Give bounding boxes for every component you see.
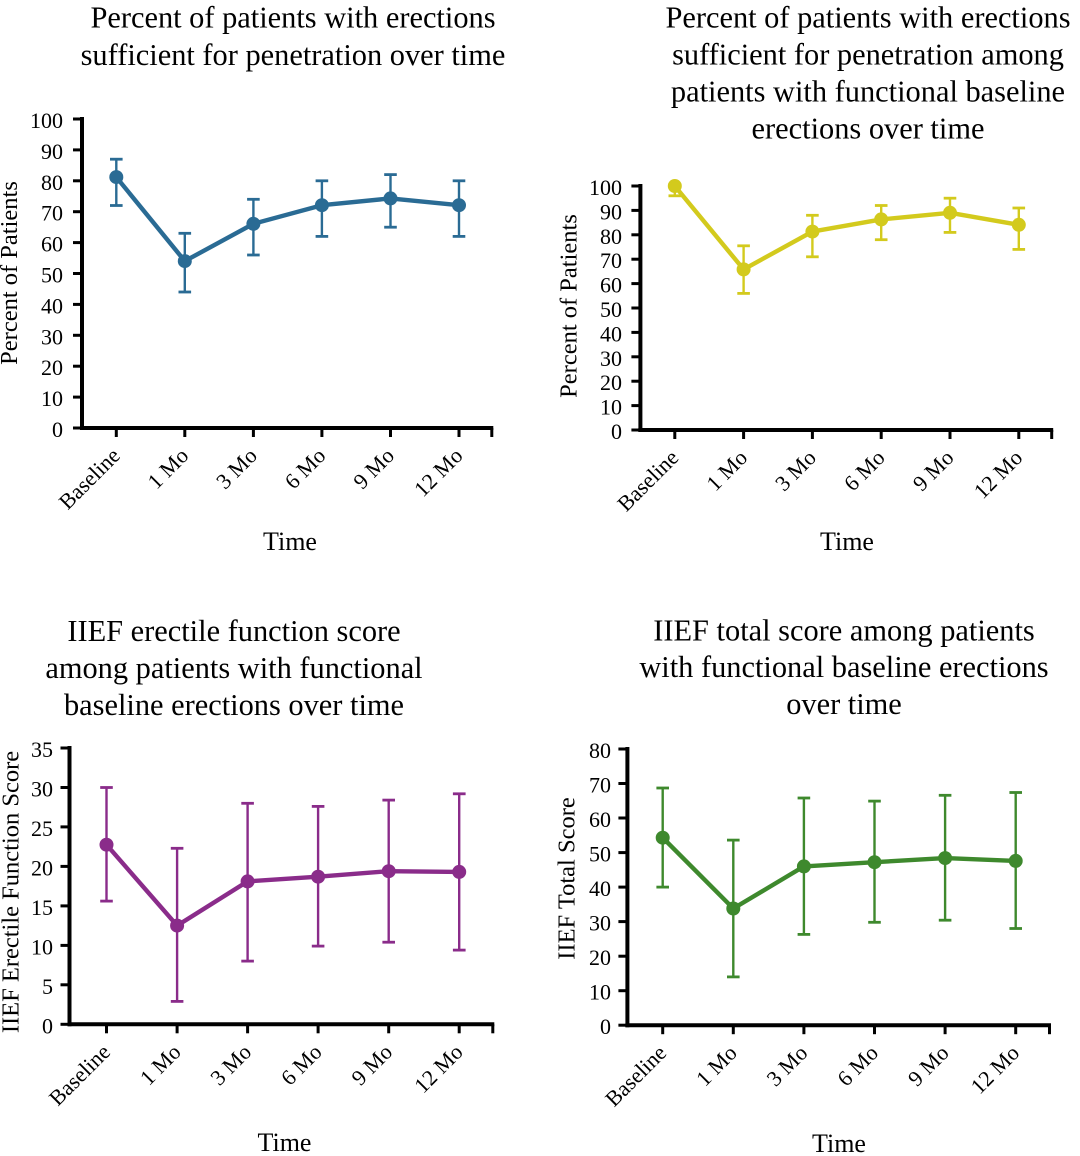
svg-text:30: 30 bbox=[600, 346, 622, 371]
svg-text:Time: Time bbox=[263, 527, 317, 556]
svg-text:erections over time: erections over time bbox=[752, 111, 985, 145]
svg-text:50: 50 bbox=[589, 842, 611, 867]
svg-text:80: 80 bbox=[41, 170, 63, 195]
svg-text:sufficient for penetration ove: sufficient for penetration over time bbox=[81, 38, 506, 72]
svg-text:20: 20 bbox=[600, 370, 622, 395]
svg-text:70: 70 bbox=[41, 201, 63, 226]
svg-text:IIEF Total Score: IIEF Total Score bbox=[554, 797, 581, 960]
svg-text:Percent of Patients: Percent of Patients bbox=[556, 214, 583, 398]
svg-text:100: 100 bbox=[30, 108, 63, 133]
svg-text:10: 10 bbox=[41, 386, 63, 411]
svg-text:0: 0 bbox=[52, 417, 63, 442]
svg-text:patients with functional basel: patients with functional baseline bbox=[671, 74, 1065, 108]
svg-text:Percent of Patients: Percent of Patients bbox=[0, 181, 23, 365]
svg-text:IIEF total score among patient: IIEF total score among patients bbox=[653, 614, 1034, 648]
svg-text:25: 25 bbox=[31, 816, 53, 841]
svg-text:60: 60 bbox=[600, 273, 622, 298]
svg-text:sufficient for penetration amo: sufficient for penetration among bbox=[672, 37, 1064, 71]
svg-text:Percent of patients with erect: Percent of patients with erections bbox=[90, 0, 495, 34]
svg-text:35: 35 bbox=[31, 737, 53, 762]
svg-text:20: 20 bbox=[589, 945, 611, 970]
svg-text:80: 80 bbox=[600, 224, 622, 249]
svg-text:90: 90 bbox=[600, 199, 622, 224]
svg-text:50: 50 bbox=[600, 297, 622, 322]
svg-text:Percent of patients with erect: Percent of patients with erections bbox=[665, 0, 1070, 34]
svg-text:over time: over time bbox=[786, 687, 902, 721]
svg-text:20: 20 bbox=[41, 355, 63, 380]
svg-text:5: 5 bbox=[42, 974, 53, 999]
svg-text:IIEF Erectile Function Score: IIEF Erectile Function Score bbox=[0, 751, 25, 1033]
svg-text:30: 30 bbox=[41, 324, 63, 349]
svg-text:30: 30 bbox=[31, 777, 53, 802]
svg-text:70: 70 bbox=[589, 773, 611, 798]
svg-text:10: 10 bbox=[589, 980, 611, 1005]
svg-text:0: 0 bbox=[600, 1014, 611, 1039]
svg-text:30: 30 bbox=[589, 911, 611, 936]
svg-text:20: 20 bbox=[31, 855, 53, 880]
svg-text:90: 90 bbox=[41, 139, 63, 164]
svg-text:15: 15 bbox=[31, 895, 53, 920]
svg-text:40: 40 bbox=[600, 321, 622, 346]
svg-text:60: 60 bbox=[41, 232, 63, 257]
svg-text:Time: Time bbox=[812, 1129, 866, 1156]
svg-text:60: 60 bbox=[589, 807, 611, 832]
svg-text:50: 50 bbox=[41, 263, 63, 288]
svg-text:0: 0 bbox=[611, 419, 622, 444]
svg-text:IIEF erectile function score: IIEF erectile function score bbox=[67, 614, 400, 648]
svg-text:baseline erections over time: baseline erections over time bbox=[64, 688, 404, 722]
svg-text:10: 10 bbox=[31, 934, 53, 959]
svg-text:0: 0 bbox=[42, 1013, 53, 1038]
svg-text:10: 10 bbox=[600, 395, 622, 420]
svg-text:100: 100 bbox=[589, 175, 622, 200]
svg-text:80: 80 bbox=[589, 738, 611, 763]
svg-text:with functional baseline erect: with functional baseline erections bbox=[639, 650, 1048, 684]
svg-text:among patients with functional: among patients with functional bbox=[45, 651, 422, 685]
svg-text:Time: Time bbox=[820, 527, 874, 556]
svg-text:70: 70 bbox=[600, 248, 622, 273]
svg-text:40: 40 bbox=[589, 876, 611, 901]
svg-text:40: 40 bbox=[41, 293, 63, 318]
svg-text:Time: Time bbox=[258, 1128, 312, 1156]
